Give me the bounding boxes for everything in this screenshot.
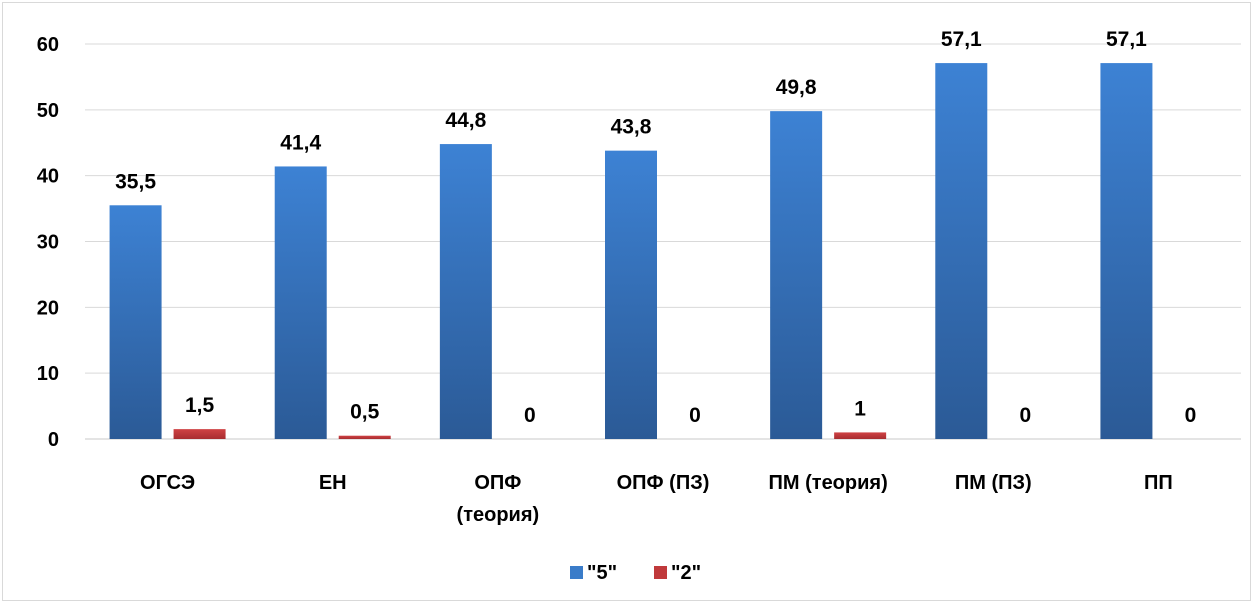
data-label: 41,4 [280,131,321,154]
gridlines [85,43,1241,440]
x-category-label: (теория) [457,504,540,526]
y-tick-label: 60 [37,34,59,56]
bars [109,63,1153,440]
data-label: 43,8 [611,116,652,139]
data-label: 0 [689,404,701,427]
data-label: 0 [524,404,536,427]
y-tick-label: 30 [37,232,59,254]
bar-series-1 [109,205,162,439]
bar-series-1 [274,166,327,439]
x-axis-categories: ОГСЭ ЕН ОПФ (теория) ОПФ (ПЗ) ПМ (теория) ПМ (… [140,472,1173,526]
data-label: 0 [1019,404,1031,427]
data-label: 57,1 [1106,28,1147,51]
x-category-label: ОПФ [474,472,521,494]
x-category-label: ОПФ (ПЗ) [617,472,710,494]
bar-series-2 [834,432,887,439]
bar-series-1 [935,63,988,439]
bar-series-1 [439,144,492,440]
legend-swatch [654,566,667,579]
bar-series-1 [770,111,823,440]
bar-series-2 [338,435,391,439]
data-label: 57,1 [941,28,982,51]
legend-label: "2" [671,562,701,584]
y-tick-label: 0 [48,429,59,451]
x-category-label: ПМ (теория) [769,472,888,494]
x-category-label: ПМ (ПЗ) [955,472,1032,494]
data-label: 1,5 [185,394,215,417]
bar-series-2 [173,429,226,439]
bar-series-1 [605,150,657,439]
legend: "5" "2" [570,562,701,584]
y-tick-label: 50 [37,100,59,122]
data-label: 49,8 [776,76,817,99]
y-tick-label: 20 [37,297,59,319]
y-tick-label: 10 [37,363,59,385]
x-category-label: ЕН [319,472,347,494]
data-label: 1 [854,397,866,420]
data-label: 0 [1185,404,1197,427]
x-category-label: ОГСЭ [140,472,195,494]
legend-swatch [570,566,583,579]
data-labels: 35,5 1,5 41,4 0,5 44,8 0 43,8 0 49,8 1 57,1 0 57,1 0 [115,28,1196,427]
bar-series-1 [1100,63,1153,439]
data-label: 0,5 [350,401,380,424]
legend-label: "5" [587,562,617,584]
data-label: 44,8 [445,109,486,132]
x-category-label: ПП [1144,472,1173,494]
y-tick-label: 40 [37,166,59,188]
y-axis-ticks: 0 10 20 30 40 50 60 [37,34,59,451]
data-label: 35,5 [115,170,156,193]
